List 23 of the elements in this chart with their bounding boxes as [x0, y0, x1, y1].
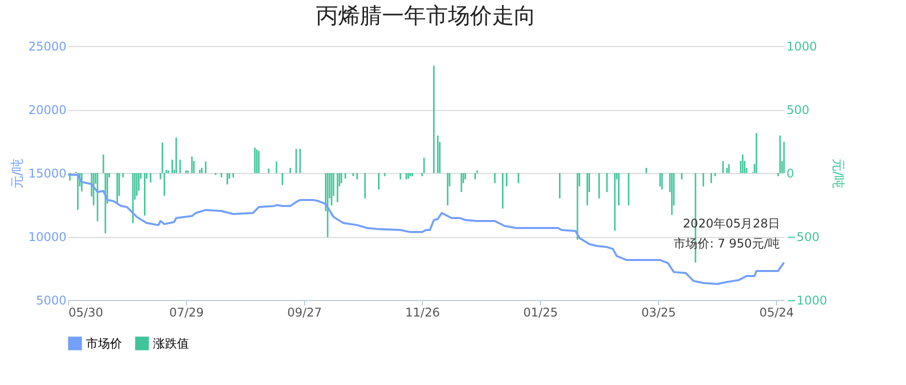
y-tick-label: 10000 — [28, 230, 66, 244]
y-axis-title: 元/吨 — [10, 158, 26, 189]
x-tick-label: 11/26 — [405, 306, 440, 320]
legend-label: 涨跌值 — [153, 336, 189, 350]
y2-tick-label: 500 — [786, 103, 810, 117]
x-tick-label: 07/29 — [169, 306, 204, 320]
line-series — [67, 174, 785, 285]
y2-tick-label: −1000 — [786, 294, 828, 308]
y2-tick-label: 1000 — [786, 40, 818, 54]
x-tick-label: 05/30 — [68, 306, 104, 320]
y-tick-label: 20000 — [28, 103, 66, 117]
x-tick-label: 09/27 — [287, 306, 322, 320]
y-tick-label: 25000 — [28, 40, 66, 54]
y-tick-label: 5000 — [36, 294, 66, 308]
x-tick-label: 05/24 — [759, 306, 794, 320]
y-tick-label: 15000 — [28, 166, 66, 180]
y2-tick-label: −500 — [786, 230, 820, 244]
y2-axis-title: 元/吨 — [830, 158, 846, 189]
legend-label: 市场价 — [86, 336, 122, 350]
chart-title: 丙烯腈一年市场价走向 — [316, 4, 536, 29]
x-tick-label: 01/25 — [523, 306, 558, 320]
x-tick-label: 03/25 — [641, 306, 676, 320]
y2-tick-label: 0 — [786, 166, 794, 180]
